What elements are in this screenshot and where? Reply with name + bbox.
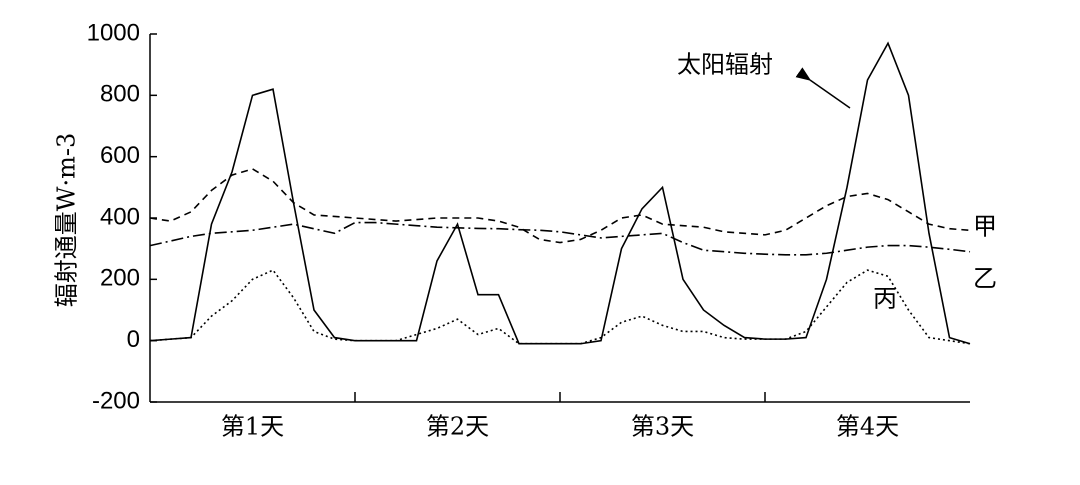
series-label: 乙 bbox=[973, 265, 997, 293]
y-tick-label: -200 bbox=[92, 387, 140, 414]
y-tick-label: 0 bbox=[127, 326, 140, 353]
series-label: 丙 bbox=[873, 285, 897, 313]
series-line bbox=[149, 221, 971, 256]
y-tick-label: 400 bbox=[100, 203, 140, 230]
x-tick-label: 第1天 bbox=[221, 413, 284, 441]
x-tick-label: 第4天 bbox=[836, 413, 899, 441]
y-tick-label: 1000 bbox=[87, 19, 140, 46]
series-label: 太阳辐射 bbox=[677, 51, 773, 79]
y-axis-label: 辐射通量W·m-3 bbox=[53, 133, 81, 307]
x-tick-label: 第3天 bbox=[631, 413, 694, 441]
annotation-arrow bbox=[795, 67, 851, 109]
y-tick-label: 800 bbox=[100, 81, 140, 108]
x-tick-label: 第2天 bbox=[426, 413, 489, 441]
series-line bbox=[149, 168, 971, 244]
series-label: 甲 bbox=[973, 213, 997, 241]
y-tick-label: 600 bbox=[100, 142, 140, 169]
y-tick-label: 200 bbox=[100, 265, 140, 292]
series-line bbox=[149, 269, 971, 345]
series-line bbox=[149, 41, 971, 345]
